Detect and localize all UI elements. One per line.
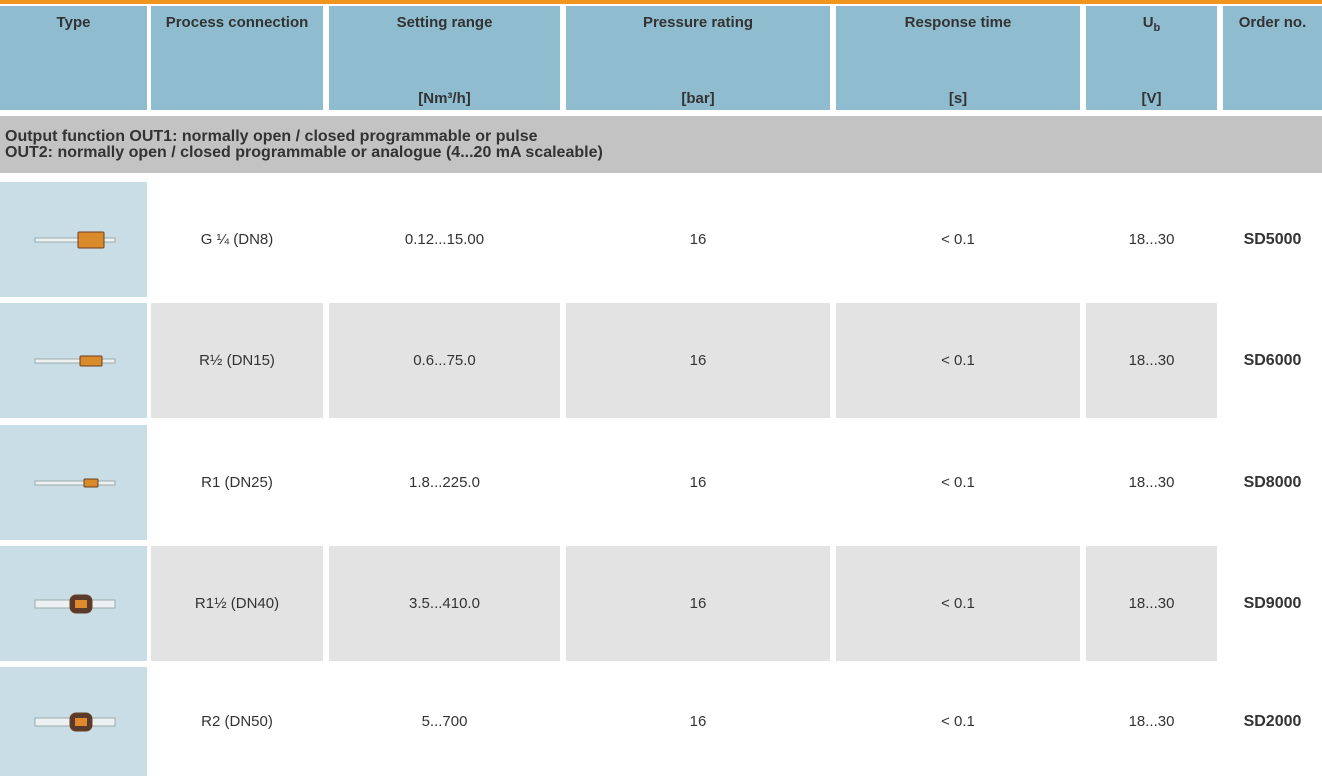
table-cell: 1.8...225.0 — [329, 425, 560, 540]
cell-text: 0.12...15.00 — [404, 231, 485, 248]
cell-text: < 0.1 — [941, 231, 975, 248]
cell-text: 18...30 — [1128, 595, 1175, 612]
cell-text: 18...30 — [1128, 352, 1175, 369]
cell-text: 18...30 — [1128, 713, 1175, 730]
table-cell: 0.6...75.0 — [329, 303, 560, 418]
type-cell — [0, 667, 147, 776]
cell-text: SD5000 — [1243, 230, 1302, 248]
cell-text: R½ (DN15) — [199, 352, 275, 369]
table-cell: 0.12...15.00 — [329, 182, 560, 297]
type-cell — [0, 182, 147, 297]
header-label: Order no. — [1238, 14, 1307, 31]
header-subscript: b — [1153, 22, 1161, 34]
cell-text: R1½ (DN40) — [194, 595, 280, 612]
table-cell: SD9000 — [1223, 546, 1322, 661]
header-label: Response time — [904, 14, 1012, 31]
header-label: Pressure rating — [642, 14, 754, 31]
table-cell: 18...30 — [1086, 667, 1217, 776]
table-cell: 16 — [566, 667, 830, 776]
cell-text: 16 — [689, 595, 707, 612]
cell-text: < 0.1 — [941, 713, 975, 730]
header-cell: Process connection — [151, 6, 323, 110]
cell-text: SD9000 — [1243, 594, 1302, 612]
cell-text: R2 (DN50) — [201, 713, 273, 730]
top-rule — [0, 0, 1322, 4]
header-unit: [Nm³/h] — [418, 90, 471, 107]
product-image — [34, 594, 115, 613]
table-cell: SD8000 — [1223, 425, 1322, 540]
table-cell: < 0.1 — [836, 546, 1080, 661]
product-image — [34, 712, 115, 731]
table-cell: SD2000 — [1223, 667, 1322, 776]
cell-text: < 0.1 — [941, 474, 975, 491]
table-cell: 16 — [566, 546, 830, 661]
cell-text: 1.8...225.0 — [409, 474, 480, 491]
table-cell: 18...30 — [1086, 182, 1217, 297]
cell-text: G ¼ (DN8) — [200, 231, 274, 248]
header-label: Type — [56, 14, 91, 31]
table-cell: < 0.1 — [836, 667, 1080, 776]
table-cell: R2 (DN50) — [151, 667, 323, 776]
type-cell — [0, 546, 147, 661]
header-cell: Type — [0, 6, 147, 110]
cell-text: SD2000 — [1243, 712, 1302, 730]
table-cell: 18...30 — [1086, 425, 1217, 540]
table-cell: 18...30 — [1086, 546, 1217, 661]
table-cell: SD5000 — [1223, 182, 1322, 297]
table-cell: 5...700 — [329, 667, 560, 776]
header-unit: [bar] — [681, 90, 715, 107]
header-cell: Response time [s] — [836, 6, 1080, 110]
cell-text: 18...30 — [1128, 231, 1175, 248]
cell-text: 16 — [689, 231, 707, 248]
section-heading: Output function OUT1: normally open / cl… — [0, 116, 1322, 173]
header-unit: [s] — [948, 90, 968, 107]
cell-text: 16 — [689, 352, 707, 369]
cell-text: R1 (DN25) — [201, 474, 273, 491]
table-cell: 16 — [566, 303, 830, 418]
cell-text: 18...30 — [1128, 474, 1175, 491]
cell-text: 0.6...75.0 — [413, 352, 476, 369]
table-cell: < 0.1 — [836, 303, 1080, 418]
table-cell: 16 — [566, 182, 830, 297]
cell-text: SD6000 — [1243, 351, 1302, 369]
product-image — [34, 478, 115, 487]
cell-text: 16 — [689, 474, 707, 491]
table-cell: < 0.1 — [836, 425, 1080, 540]
table-cell: R1½ (DN40) — [151, 546, 323, 661]
table-cell: 18...30 — [1086, 303, 1217, 418]
header-cell: Ub [V] — [1086, 6, 1217, 110]
section-line: OUT2: normally open / closed programmabl… — [5, 144, 603, 161]
header-label: Process connection — [165, 14, 309, 31]
table-cell: R½ (DN15) — [151, 303, 323, 418]
product-image — [34, 355, 115, 366]
table-cell: < 0.1 — [836, 182, 1080, 297]
header-cell: Pressure rating [bar] — [566, 6, 830, 110]
section-line: Output function OUT1: normally open / cl… — [5, 128, 538, 145]
cell-text: < 0.1 — [941, 352, 975, 369]
table-cell: 3.5...410.0 — [329, 546, 560, 661]
type-cell — [0, 425, 147, 540]
cell-text: 5...700 — [421, 713, 468, 730]
type-cell — [0, 303, 147, 418]
cell-text: < 0.1 — [941, 595, 975, 612]
header-cell: Order no. — [1223, 6, 1322, 110]
table-cell: 16 — [566, 425, 830, 540]
header-label: U — [1142, 14, 1154, 31]
cell-text: SD8000 — [1243, 473, 1302, 491]
header-label: Setting range — [396, 14, 493, 31]
cell-text: 16 — [689, 713, 707, 730]
header-unit: [V] — [1141, 90, 1162, 107]
table-cell: R1 (DN25) — [151, 425, 323, 540]
table-cell: G ¼ (DN8) — [151, 182, 323, 297]
header-cell: Setting range [Nm³/h] — [329, 6, 560, 110]
cell-text: 3.5...410.0 — [409, 595, 480, 612]
table-cell: SD6000 — [1223, 303, 1322, 418]
product-image — [34, 231, 115, 248]
